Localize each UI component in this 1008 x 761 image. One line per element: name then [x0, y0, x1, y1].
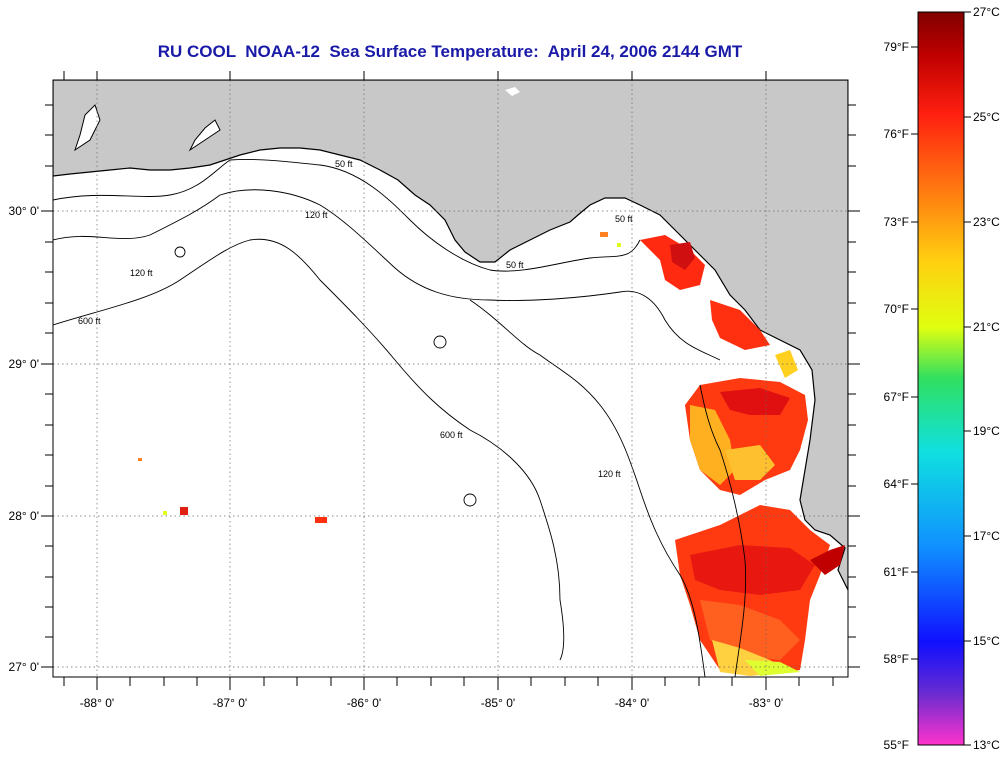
latitude-label: 29° 0' — [9, 357, 39, 371]
bathymetry-contours — [53, 159, 747, 677]
colorbar-f-label: 73°F — [884, 215, 909, 229]
sst-data-layer — [138, 232, 845, 676]
contour-label: 50 ft — [615, 214, 633, 224]
bay-shape — [74, 104, 101, 152]
colorbar — [917, 11, 965, 746]
map-area[interactable] — [53, 80, 848, 677]
colorbar-f-label: 67°F — [884, 390, 909, 404]
bay-shape — [188, 119, 221, 152]
map-frame — [52, 79, 849, 678]
colorbar-c-label: 23°C — [973, 215, 1000, 229]
colorbar-ticks — [911, 11, 971, 746]
longitude-label: -85° 0' — [481, 696, 515, 710]
longitude-label: -84° 0' — [615, 696, 649, 710]
colorbar-c-label: 19°C — [973, 424, 1000, 438]
land-mass — [53, 80, 848, 591]
colorbar-f-label: 70°F — [884, 302, 909, 316]
latitude-label: 30° 0' — [9, 204, 39, 218]
longitude-label: -86° 0' — [347, 696, 381, 710]
colorbar-c-label: 13°C — [973, 738, 1000, 752]
contour-label: 600 ft — [78, 316, 101, 326]
map-title: RU COOL NOAA-12 Sea Surface Temperature:… — [157, 42, 743, 61]
land-nodata-speck — [505, 87, 520, 96]
colorbar-f-label: 76°F — [884, 127, 909, 141]
colorbar-c-label: 15°C — [973, 634, 1000, 648]
colorbar-c-label: 25°C — [973, 110, 1000, 124]
colorbar-c-label: 27°C — [973, 5, 1000, 19]
contour-label: 120 ft — [305, 210, 328, 220]
colorbar-c-label: 21°C — [973, 320, 1000, 334]
graticule — [53, 80, 848, 677]
colorbar-f-label: 55°F — [884, 738, 909, 752]
colorbar-c-label: 17°C — [973, 529, 1000, 543]
longitude-label: -88° 0' — [80, 696, 114, 710]
contour-label: 120 ft — [598, 469, 621, 479]
colorbar-f-label: 64°F — [884, 477, 909, 491]
contour-label: 600 ft — [440, 430, 463, 440]
longitude-label: -87° 0' — [213, 696, 247, 710]
longitude-label: -83° 0' — [749, 696, 783, 710]
colorbar-f-label: 58°F — [884, 652, 909, 666]
latitude-label: 27° 0' — [9, 660, 39, 674]
contour-label: 50 ft — [506, 260, 524, 270]
contour-label: 50 ft — [335, 159, 353, 169]
latitude-label: 28° 0' — [9, 509, 39, 523]
colorbar-f-label: 79°F — [884, 40, 909, 54]
contour-label: 120 ft — [130, 268, 153, 278]
axis-ticks — [41, 71, 860, 690]
colorbar-f-label: 61°F — [884, 565, 909, 579]
